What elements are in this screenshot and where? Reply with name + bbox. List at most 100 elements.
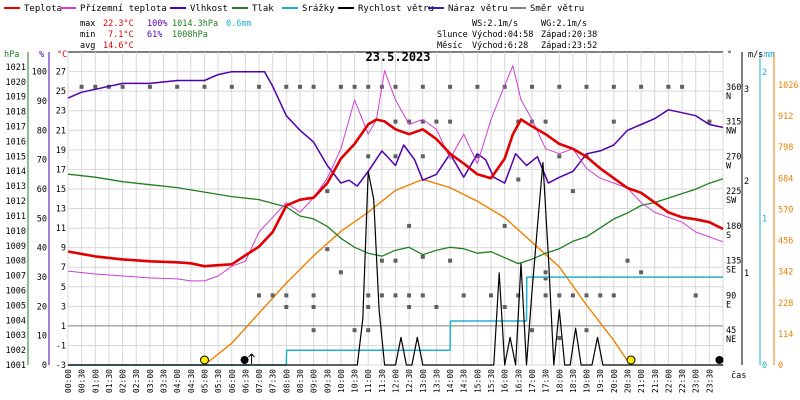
tick-pressure: 1010 <box>6 227 26 237</box>
tick-temperature: 13 <box>56 205 66 215</box>
tick-direction-deg: 315 <box>726 118 741 128</box>
tick-humidity: 60 <box>37 185 47 195</box>
axis-title-mm: mm <box>764 50 774 60</box>
tick-temperature: 9 <box>61 244 66 254</box>
tick-pressure: 1020 <box>6 78 26 88</box>
direction-point <box>338 84 343 89</box>
tick-humidity: 90 <box>37 97 47 107</box>
tick-time: 22:30 <box>678 369 687 393</box>
direction-point <box>557 154 562 159</box>
tick-direction-deg: 180 <box>726 222 741 232</box>
legend-prizemni-teplota: Přízemní teplota <box>80 4 167 14</box>
wind-direction-points <box>79 84 712 340</box>
tick-temperature: 7 <box>61 263 66 273</box>
direction-point <box>475 154 480 159</box>
stats-min-temp: 7.1°C <box>108 30 134 40</box>
axis-title-cas: čas <box>731 370 746 381</box>
direction-point <box>366 305 371 309</box>
tick-temperature: 11 <box>56 224 66 234</box>
tick-time: 17:00 <box>528 369 537 393</box>
tick-time: 14:30 <box>460 369 469 393</box>
sunrise-marker <box>199 355 209 365</box>
tick-time: 19:30 <box>596 369 605 393</box>
info-mesic: Měsíc <box>437 41 463 51</box>
tick-time: 11:00 <box>364 369 373 393</box>
tick-time: 10:00 <box>337 369 346 393</box>
tick-humidity: 100 <box>32 68 47 78</box>
direction-point <box>448 119 453 124</box>
tick-time: 09:00 <box>310 369 319 393</box>
tick-time: 16:30 <box>514 369 523 393</box>
direction-point <box>502 305 507 309</box>
tick-time: 13:30 <box>432 369 441 393</box>
tick-time: 14:00 <box>446 369 455 393</box>
axis-title-pct: % <box>39 50 44 60</box>
direction-point <box>611 119 616 124</box>
legend-vlhkost: Vlhkost <box>190 4 228 14</box>
stats-max-temp: 22.3°C <box>103 19 134 29</box>
tick-time: 20:00 <box>610 369 619 393</box>
tick-wind-ms: 2 <box>744 177 749 187</box>
direction-point <box>516 293 521 298</box>
tick-time: 12:30 <box>405 369 414 393</box>
direction-point <box>611 293 616 298</box>
legend-rychlost-vetru: Rychlost větru <box>358 4 434 14</box>
tick-time: 01:00 <box>91 369 100 393</box>
stats-avg-temp: 14.6°C <box>103 41 134 51</box>
direction-point <box>570 189 575 194</box>
tick-time: 07:00 <box>255 369 264 393</box>
tick-pressure: 1001 <box>6 361 26 371</box>
tick-time: 03:30 <box>160 369 169 393</box>
direction-point <box>420 154 425 159</box>
direction-point <box>407 293 412 298</box>
tick-pressure: 1014 <box>6 167 26 177</box>
tick-time: 17:30 <box>542 369 551 393</box>
tick-pressure: 1007 <box>6 272 26 282</box>
tick-sun: 1026 <box>778 81 798 91</box>
tick-sun: 570 <box>778 205 793 215</box>
axis-title-ms: m/s <box>748 50 763 60</box>
temperature-line <box>67 118 724 268</box>
direction-point <box>311 84 316 89</box>
direction-point <box>543 119 548 124</box>
direction-point <box>311 305 316 309</box>
tick-sun: 228 <box>778 299 793 309</box>
series-lines <box>67 65 724 366</box>
tick-time: 07:30 <box>269 369 278 393</box>
tick-time: 02:00 <box>119 369 128 393</box>
direction-point <box>393 293 398 298</box>
direction-point <box>516 177 521 182</box>
info-slunce: Slunce <box>437 30 468 40</box>
tick-temperature: 5 <box>61 283 66 293</box>
tick-sun: 114 <box>778 330 793 340</box>
legend-srazky: Srážky <box>302 4 335 14</box>
stats-block: max 22.3°C 100% 1014.3hPa 0.6mm min 7.1°… <box>80 19 252 51</box>
tick-time: 20:30 <box>623 369 632 393</box>
sun-moon-markers <box>199 353 724 365</box>
direction-point <box>257 293 261 298</box>
direction-point <box>448 258 453 263</box>
tick-pressure: 1009 <box>6 242 26 252</box>
tick-time: 09:30 <box>323 369 332 393</box>
tick-direction-deg: 225 <box>726 187 741 197</box>
tick-pressure: 1015 <box>6 152 26 162</box>
legend-tlak: Tlak <box>252 4 274 14</box>
direction-point <box>420 84 425 89</box>
tick-time: 21:00 <box>637 369 646 393</box>
direction-point <box>393 258 398 263</box>
tick-time: 21:30 <box>651 369 660 393</box>
tick-direction-name: NW <box>726 127 737 137</box>
direction-point <box>284 84 289 89</box>
direction-point <box>530 119 534 124</box>
tick-time: 15:30 <box>487 369 496 393</box>
stats-min-hum: 61% <box>147 30 162 40</box>
direction-point <box>407 119 412 124</box>
tick-temperature: 25 <box>56 87 66 97</box>
tick-sun: 684 <box>778 174 793 184</box>
grid <box>67 52 724 366</box>
legend-naraz-vetru: Náraz větru <box>448 4 508 14</box>
tick-direction-name: NE <box>726 335 736 345</box>
tick-pressure: 1017 <box>6 123 26 133</box>
info-moon-set: Západ:23:52 <box>541 41 597 51</box>
direction-point <box>407 305 412 309</box>
